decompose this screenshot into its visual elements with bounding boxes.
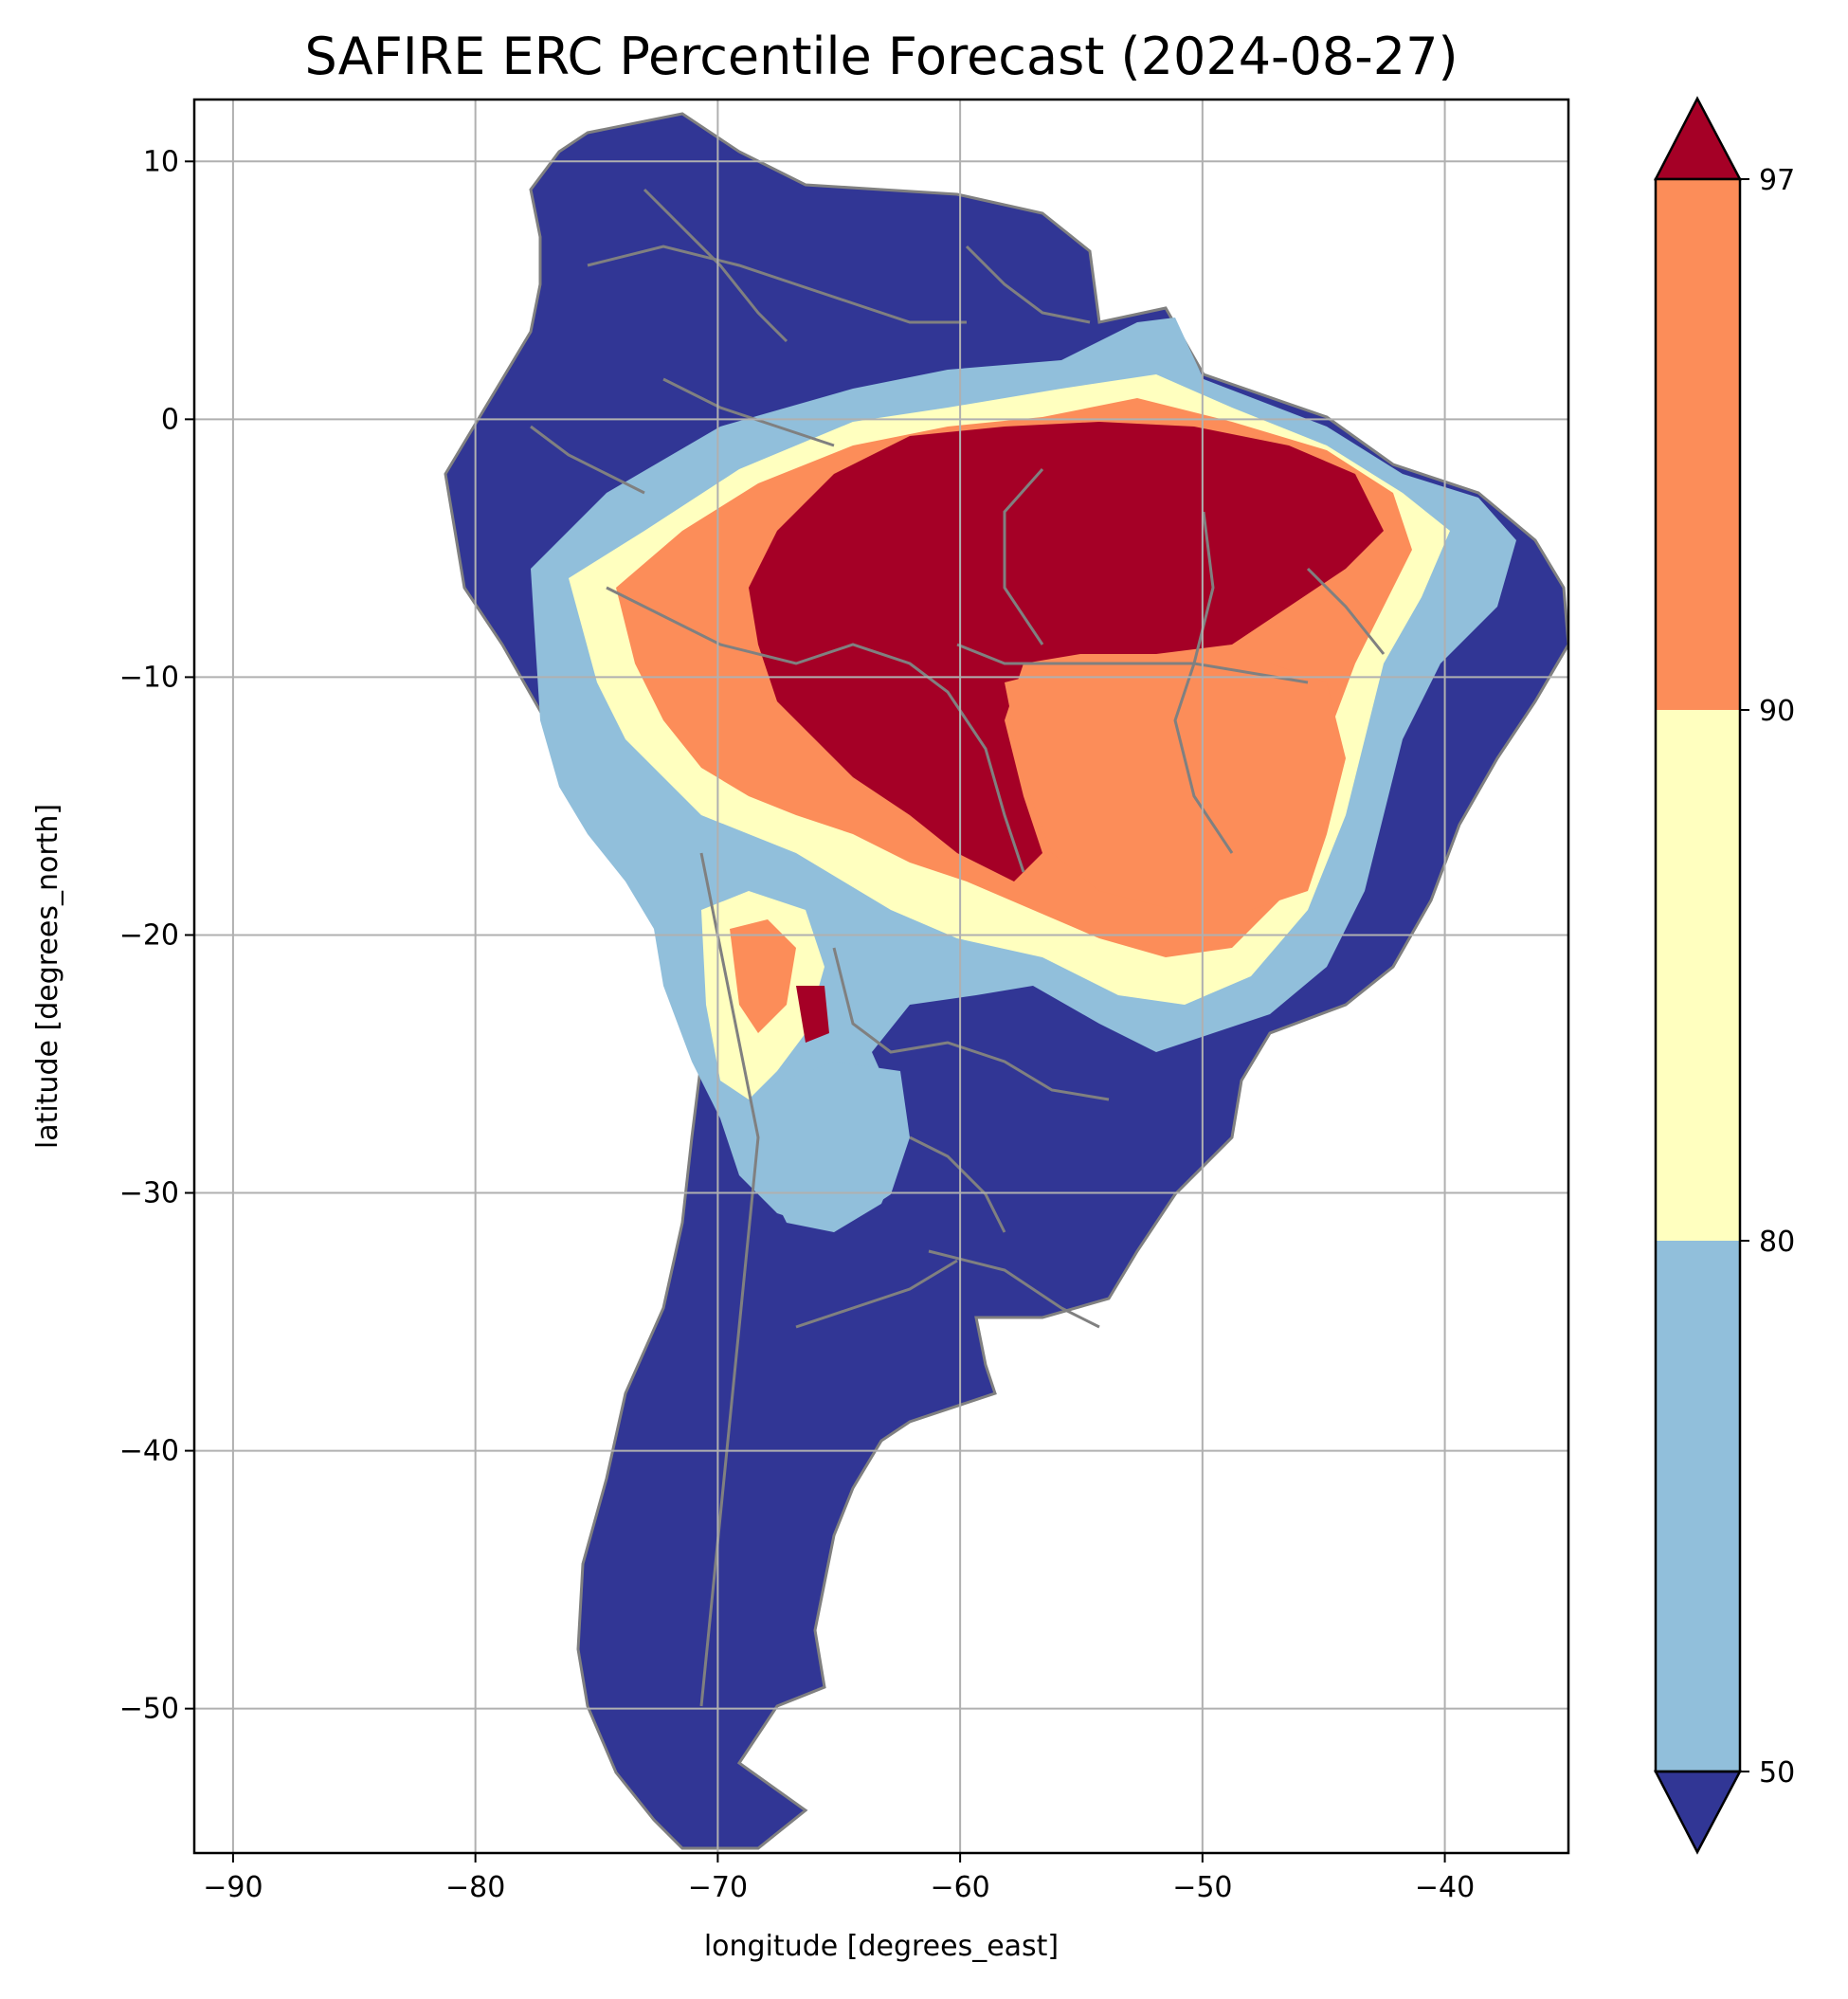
y-tick-label: −30 [119,1177,179,1210]
gridlines [194,100,1568,1853]
colorbar-band-50-80 [1656,1241,1740,1772]
colorbar-tick-label: 80 [1759,1226,1795,1259]
x-tick-label: −50 [1172,1871,1232,1904]
y-tick-label: −50 [119,1693,179,1726]
colorbar: 97 90 80 50 [1653,96,1795,1855]
zone-50-80-chaco [758,1062,910,1232]
colorbar-extend-bottom [1653,1770,1743,1855]
zone-90-97-central [1005,663,1346,910]
x-tick-label: −90 [203,1871,263,1904]
colorbar-tick-label: 50 [1759,1756,1795,1790]
x-tick-label: −70 [688,1871,748,1904]
zone-90-97-andes [730,919,796,1033]
zone-above-97 [749,422,1384,881]
y-tick-label: −10 [119,661,179,694]
y-tick-label: 0 [161,403,179,436]
y-axis-label: latitude [degrees_north] [31,804,64,1149]
country-borders [530,188,1386,1707]
map-title: SAFIRE ERC Percentile Forecast (2024-08-… [304,27,1458,86]
y-tick-label: −20 [119,918,179,952]
y-axis: 10 0 −10 −20 −30 −40 −50 [119,145,194,1726]
colorbar-frame [1654,177,1742,1773]
map-area [444,112,1568,1850]
colorbar-ticks: 97 90 80 50 [1740,164,1795,1790]
colorbar-extend-top [1653,96,1743,181]
colorbar-band-90-97 [1656,179,1740,710]
colorbar-tick-label: 97 [1759,164,1795,197]
colorbar-tick-label: 90 [1759,695,1795,728]
x-tick-label: −60 [930,1871,989,1904]
x-axis: −90 −80 −70 −60 −50 −40 [203,1853,1475,1904]
plot-frame [192,98,1570,1855]
x-tick-label: −80 [445,1871,505,1904]
x-axis-label: longitude [degrees_east] [704,1930,1059,1963]
colorbar-band-80-90 [1656,710,1740,1241]
y-tick-label: 10 [143,145,179,178]
zone-above-97-andes [796,986,829,1043]
y-tick-label: −40 [119,1435,179,1468]
x-tick-label: −40 [1415,1871,1475,1904]
